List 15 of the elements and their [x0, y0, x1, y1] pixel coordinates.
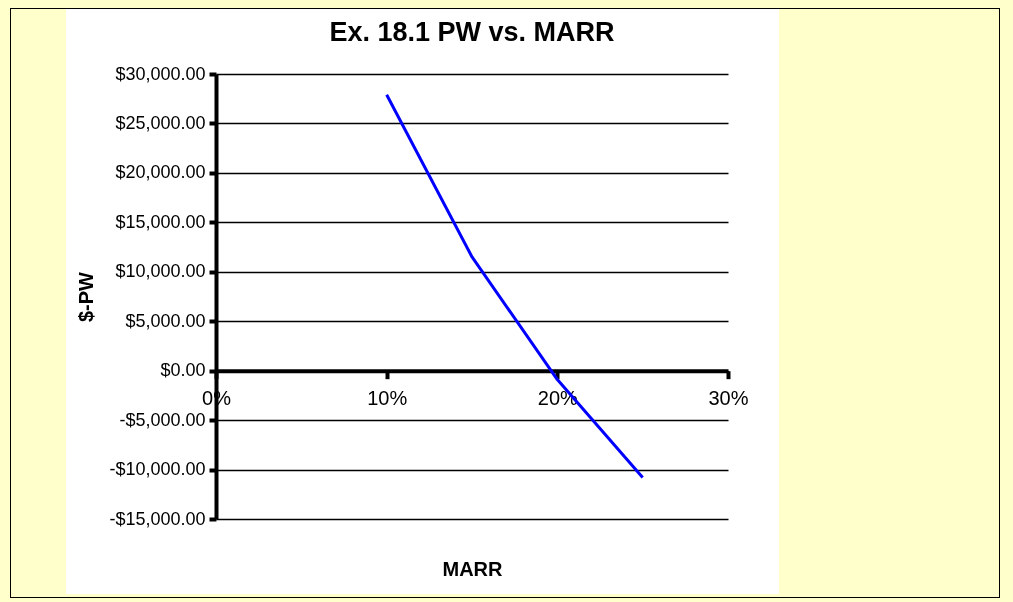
y-tick-label: -$10,000.00 [109, 459, 206, 480]
x-tick-label: 30% [708, 387, 749, 410]
y-axis-title: $-PW [75, 271, 98, 322]
y-tick-label: -$15,000.00 [109, 508, 206, 529]
chart-title: Ex. 18.1 PW vs. MARR [329, 17, 615, 47]
y-tick-label: $0.00 [160, 360, 206, 381]
x-axis-title: MARR [442, 557, 504, 580]
y-tick-label: $5,000.00 [125, 310, 206, 331]
y-tick-label: $30,000.00 [115, 63, 206, 84]
y-tick-label: $25,000.00 [115, 112, 206, 133]
y-tick-label: $20,000.00 [115, 162, 206, 183]
y-tick-label: -$5,000.00 [119, 409, 206, 430]
y-tick-label: $15,000.00 [115, 211, 206, 232]
y-tick-label: $10,000.00 [115, 261, 206, 282]
x-tick-label: 10% [367, 387, 408, 410]
